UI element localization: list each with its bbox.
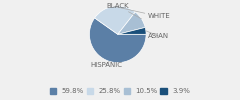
Wedge shape (90, 18, 146, 63)
Wedge shape (118, 12, 145, 34)
Text: WHITE: WHITE (114, 6, 170, 19)
Text: ASIAN: ASIAN (146, 31, 169, 39)
Wedge shape (95, 6, 135, 34)
Text: BLACK: BLACK (107, 3, 142, 19)
Legend: 59.8%, 25.8%, 10.5%, 3.9%: 59.8%, 25.8%, 10.5%, 3.9% (49, 87, 191, 95)
Wedge shape (118, 27, 146, 34)
Text: HISPANIC: HISPANIC (90, 61, 122, 68)
